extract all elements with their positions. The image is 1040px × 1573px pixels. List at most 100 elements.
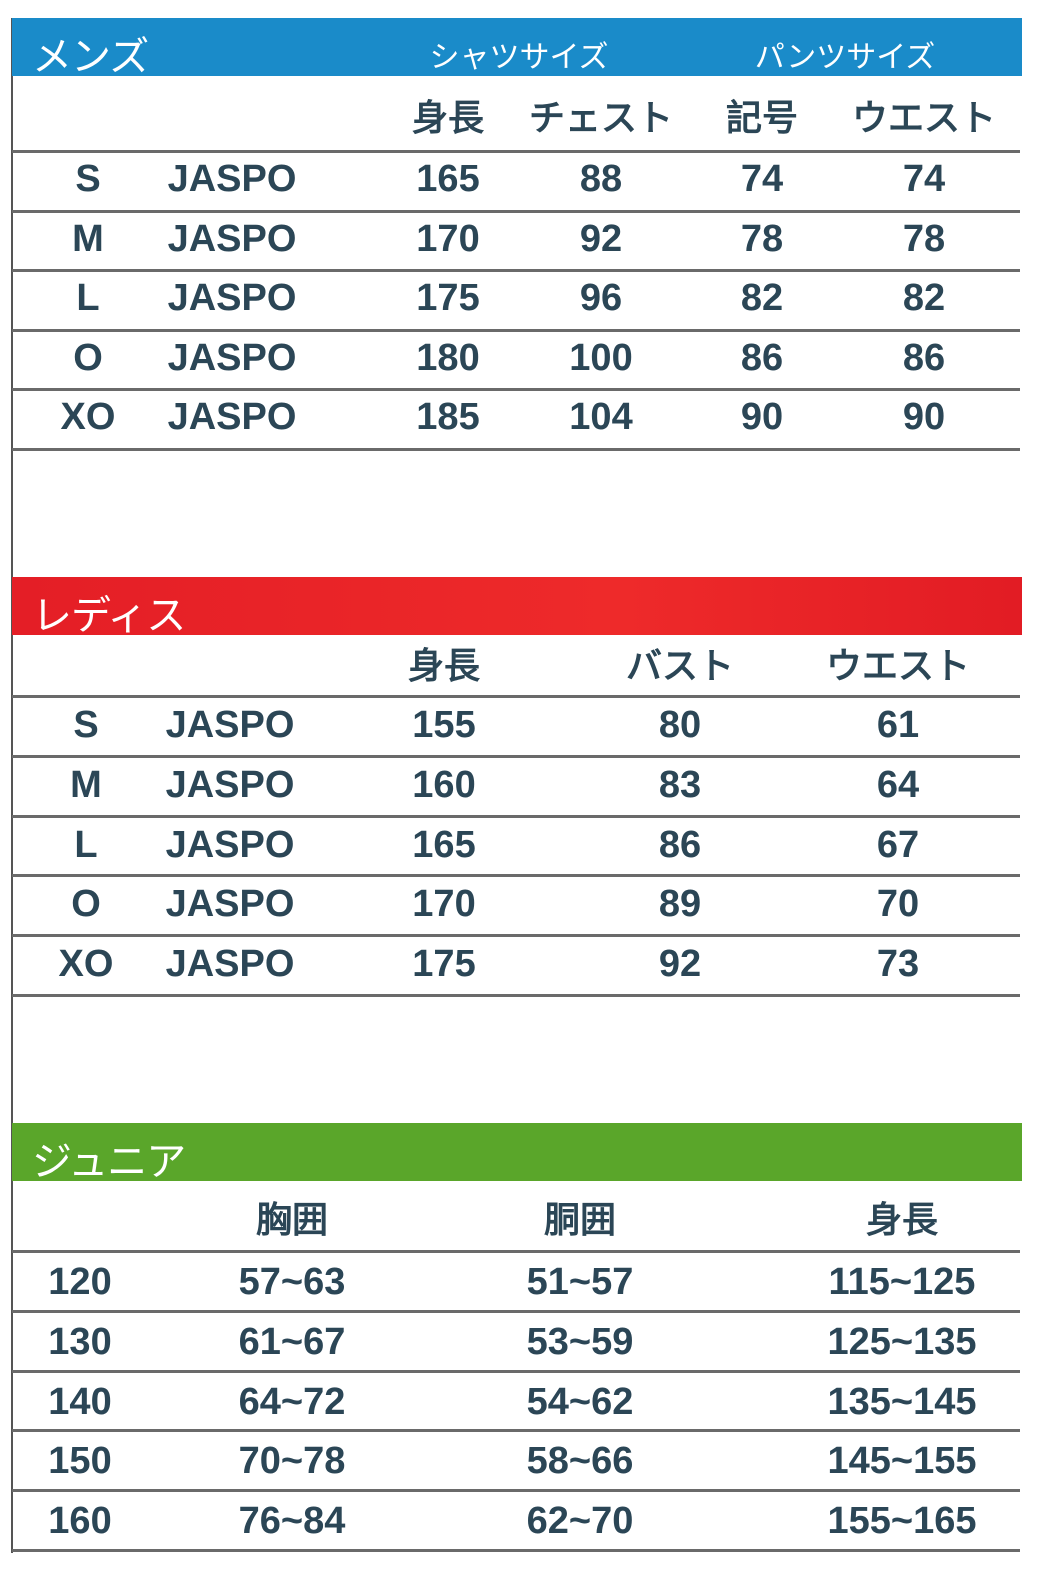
- mens-table-cell: 175: [416, 277, 480, 319]
- mens-row-divider: [12, 209, 1020, 213]
- mens-table-cell: M: [72, 217, 104, 260]
- mens-table-cell: 82: [740, 277, 784, 319]
- ladies-table-cell: 89: [658, 883, 702, 926]
- junior-column-header: 胴囲: [543, 1199, 617, 1240]
- mens-row-divider: [12, 388, 1020, 391]
- ladies-table-cell: JASPO: [165, 704, 295, 746]
- ladies-header-bar: レディス: [12, 577, 1022, 638]
- shirt-size-label: シャツサイズ: [429, 41, 609, 74]
- ladies-table-cell: 61: [876, 704, 920, 746]
- junior-column-header: 身長: [865, 1199, 939, 1240]
- mens-column-header: 記号: [725, 97, 799, 138]
- ladies-table-cell: JASPO: [165, 763, 295, 806]
- junior-table-cell: 70~78: [238, 1440, 346, 1483]
- pants-size-label: パンツサイズ: [754, 41, 936, 74]
- mens-table-cell: 86: [902, 336, 946, 379]
- ladies-table-cell: 86: [658, 823, 702, 866]
- ladies-header-divider: [12, 695, 1020, 698]
- mens-table-cell: 100: [569, 336, 633, 379]
- ladies-table-cell: 70: [876, 883, 920, 926]
- mens-row-divider: [12, 447, 1020, 451]
- junior-table-cell: 160: [48, 1500, 112, 1543]
- junior-table-cell: 115~125: [828, 1261, 976, 1303]
- ladies-table-cell: 67: [876, 823, 920, 866]
- mens-column-header: ウエスト: [851, 97, 997, 138]
- junior-table-cell: 135~145: [827, 1380, 977, 1423]
- left-border: [11, 18, 13, 1553]
- mens-table-cell: O: [73, 336, 103, 379]
- mens-table-cell: 170: [416, 217, 480, 260]
- junior-table-cell: 155~165: [827, 1500, 977, 1543]
- mens-table-cell: 180: [416, 336, 480, 379]
- ladies-table-cell: 155: [412, 704, 476, 746]
- mens-table-cell: JASPO: [167, 336, 297, 379]
- mens-table-cell: 165: [416, 158, 480, 200]
- mens-table-cell: 82: [902, 277, 946, 319]
- ladies-table-cell: JASPO: [165, 823, 295, 866]
- ladies-table-cell: 165: [412, 823, 476, 866]
- mens-table-cell: S: [75, 158, 101, 200]
- ladies-row-divider: [12, 754, 1020, 758]
- ladies-table-cell: 73: [876, 943, 920, 986]
- junior-column-header: 胸囲: [255, 1199, 329, 1240]
- junior-table-cell: 62~70: [526, 1500, 634, 1543]
- ladies-table-cell: 170: [412, 883, 476, 926]
- junior-table-cell: 53~59: [526, 1320, 634, 1363]
- junior-table-cell: 64~72: [238, 1380, 346, 1423]
- ladies-column-header: バスト: [625, 645, 735, 686]
- junior-title: ジュニア: [32, 1140, 186, 1184]
- mens-table-cell: 104: [569, 396, 633, 438]
- mens-column-header: チェスト: [528, 97, 674, 138]
- junior-table-cell: 140: [48, 1380, 112, 1423]
- ladies-table-cell: JASPO: [165, 883, 295, 926]
- ladies-table-cell: 83: [658, 763, 702, 806]
- junior-table-cell: 125~135: [827, 1320, 977, 1363]
- junior-row-divider: [12, 1549, 1020, 1552]
- mens-table-cell: 90: [740, 396, 784, 438]
- ladies-table-cell: M: [70, 763, 102, 806]
- ladies-table-cell: O: [71, 883, 101, 926]
- mens-title: メンズ: [32, 35, 149, 79]
- junior-table-cell: 76~84: [238, 1500, 346, 1543]
- ladies-table-cell: 80: [658, 704, 702, 746]
- junior-row-divider: [12, 1429, 1020, 1433]
- ladies-table-cell: 92: [658, 943, 702, 986]
- ladies-table-cell: L: [74, 823, 98, 866]
- mens-table-cell: JASPO: [167, 217, 297, 260]
- ladies-row-divider: [12, 874, 1020, 878]
- junior-row-divider: [12, 1489, 1020, 1493]
- mens-table-cell: 92: [579, 217, 623, 260]
- junior-table-cell: 61~67: [238, 1320, 346, 1363]
- mens-table-cell: 90: [902, 396, 946, 438]
- ladies-column-header: ウエスト: [825, 645, 971, 686]
- mens-row-divider: [12, 269, 1020, 272]
- mens-table-cell: 96: [579, 277, 623, 319]
- junior-table-cell: 58~66: [526, 1440, 634, 1483]
- mens-row-divider: [12, 328, 1020, 332]
- ladies-table-cell: S: [73, 704, 99, 746]
- ladies-table-cell: 175: [412, 943, 476, 986]
- mens-table-cell: 78: [902, 217, 946, 260]
- junior-header-bar: ジュニア: [12, 1123, 1022, 1184]
- mens-table-cell: 78: [740, 217, 784, 260]
- junior-table-cell: 51~57: [526, 1261, 634, 1303]
- mens-header-bar: メンズ シャツサイズ パンツサイズ: [12, 18, 1022, 79]
- junior-table-cell: 54~62: [526, 1380, 634, 1423]
- mens-table-cell: JASPO: [167, 396, 297, 438]
- mens-table-cell: 74: [902, 158, 946, 200]
- mens-column-header: 身長: [411, 97, 485, 138]
- ladies-column-header: 身長: [407, 645, 481, 686]
- junior-table-cell: 145~155: [827, 1440, 977, 1483]
- mens-table-cell: XO: [60, 396, 116, 438]
- ladies-row-divider: [12, 934, 1020, 938]
- mens-table-cell: 185: [416, 396, 480, 438]
- mens-table-cell: L: [76, 277, 100, 319]
- mens-header-divider: [12, 150, 1020, 153]
- mens-table-cell: JASPO: [167, 277, 297, 319]
- junior-row-divider: [12, 1369, 1020, 1373]
- junior-table-cell: 120: [48, 1261, 112, 1303]
- junior-header-divider: [12, 1250, 1020, 1253]
- ladies-title: レディス: [32, 594, 186, 638]
- junior-table-cell: 150: [48, 1440, 112, 1483]
- junior-row-divider: [12, 1309, 1020, 1313]
